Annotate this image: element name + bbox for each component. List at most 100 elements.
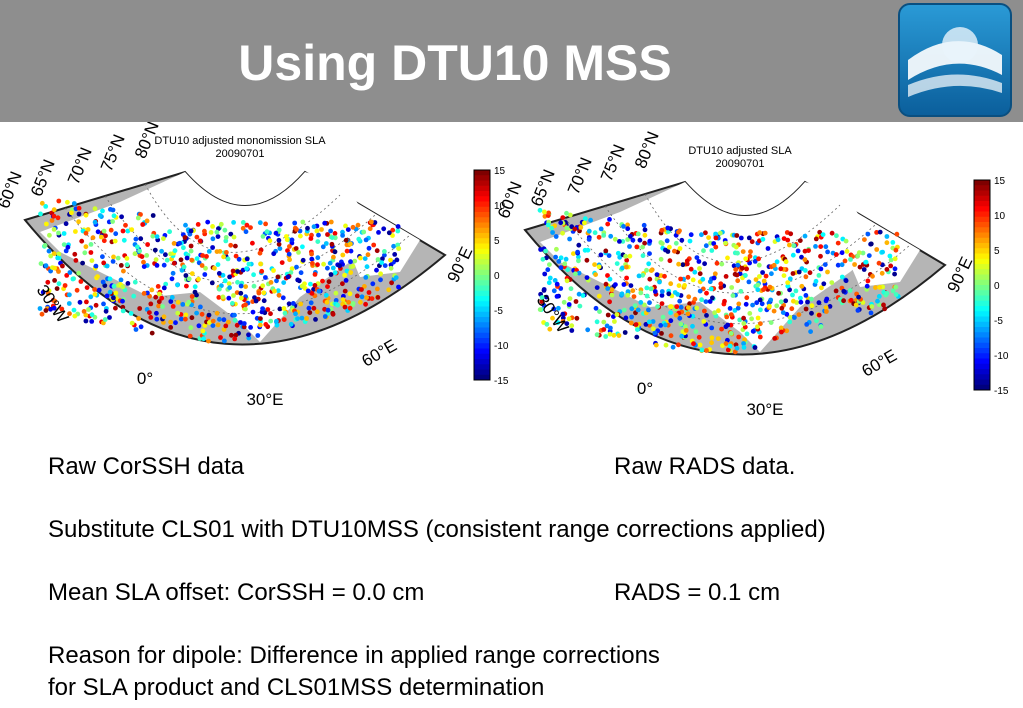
track-dot (111, 283, 117, 289)
track-dot (719, 326, 724, 332)
colorbar-cell (474, 338, 490, 344)
colorbar-cell (474, 222, 490, 229)
track-dot (308, 236, 314, 241)
track-dot (111, 254, 116, 260)
track-dot (212, 265, 217, 271)
track-dot (723, 240, 728, 246)
track-dot (313, 317, 318, 322)
track-dot (758, 321, 763, 327)
track-dot (288, 270, 294, 275)
track-dot (155, 284, 161, 289)
track-dot (839, 250, 845, 256)
track-dot (868, 241, 874, 247)
track-dot (730, 293, 736, 298)
track-dot (612, 319, 617, 324)
track-dot (231, 220, 237, 225)
track-dot (802, 233, 808, 239)
track-dot (843, 278, 849, 284)
track-dot (744, 266, 749, 272)
track-dot (268, 318, 274, 324)
track-dot (744, 295, 750, 301)
track-dot (750, 302, 755, 308)
text-line: Reason for dipole: Difference in applied… (48, 642, 660, 669)
track-dot (741, 345, 747, 350)
track-dot (200, 253, 206, 258)
track-dot (607, 331, 613, 337)
track-dot (153, 257, 159, 262)
track-dot (539, 299, 545, 305)
track-dot (386, 230, 392, 236)
track-dot (550, 230, 555, 235)
track-dot (315, 239, 321, 244)
track-dot (877, 284, 882, 290)
track-dot (110, 219, 115, 224)
track-dot (556, 259, 562, 264)
track-dot (101, 260, 107, 266)
track-dot (154, 310, 159, 316)
track-dot (60, 263, 65, 269)
track-dot (141, 264, 147, 269)
colorbar-cell (974, 316, 990, 323)
track-dot (752, 345, 758, 350)
track-dot (204, 254, 209, 259)
track-dot (544, 321, 550, 327)
track-dot (328, 228, 333, 234)
track-dot (241, 321, 247, 326)
track-dot (169, 295, 175, 300)
track-dot (309, 291, 315, 296)
track-dot (234, 322, 240, 328)
track-dot (199, 311, 205, 317)
track-dot (558, 220, 564, 226)
track-dot (813, 278, 819, 284)
track-dot (46, 248, 52, 254)
track-dot (45, 279, 51, 285)
track-dot (367, 226, 373, 232)
track-dot (113, 290, 119, 296)
colorbar-cell (474, 359, 490, 365)
track-dot (244, 266, 250, 271)
track-dot (676, 342, 681, 348)
track-dot (816, 300, 822, 306)
colorbar-cell (474, 311, 490, 318)
track-dot (567, 296, 573, 301)
track-dot (101, 228, 107, 234)
track-dot (281, 317, 287, 322)
lon-label: 30°E (746, 400, 783, 419)
track-dot (139, 254, 145, 259)
track-dot (719, 261, 725, 267)
track-dot (537, 307, 543, 312)
track-dot (72, 313, 78, 319)
track-dot (189, 257, 195, 263)
track-dot (272, 288, 277, 294)
track-dot (281, 280, 287, 285)
track-dot (306, 305, 312, 311)
track-dot (743, 273, 748, 278)
track-dot (394, 257, 400, 263)
track-dot (668, 333, 674, 339)
track-dot (183, 222, 188, 228)
track-dot (699, 232, 704, 238)
track-dot (159, 295, 165, 301)
track-dot (363, 301, 368, 307)
colorbar-cell (474, 332, 490, 339)
track-dot (758, 307, 763, 313)
track-dot (83, 312, 89, 318)
track-dot (680, 262, 686, 268)
track-dot (827, 304, 833, 309)
track-dot (866, 253, 872, 258)
track-dot (92, 206, 98, 212)
track-dot (585, 247, 591, 253)
track-dot (295, 316, 300, 321)
track-dot (202, 228, 207, 234)
track-dot (316, 232, 321, 238)
track-dot (884, 267, 890, 272)
track-dot (753, 277, 759, 282)
track-dot (175, 282, 180, 288)
track-dot (627, 253, 633, 259)
track-dot (642, 232, 648, 238)
track-dot (648, 268, 654, 273)
track-dot (893, 284, 899, 290)
track-dot (890, 240, 896, 245)
track-dot (172, 248, 178, 254)
